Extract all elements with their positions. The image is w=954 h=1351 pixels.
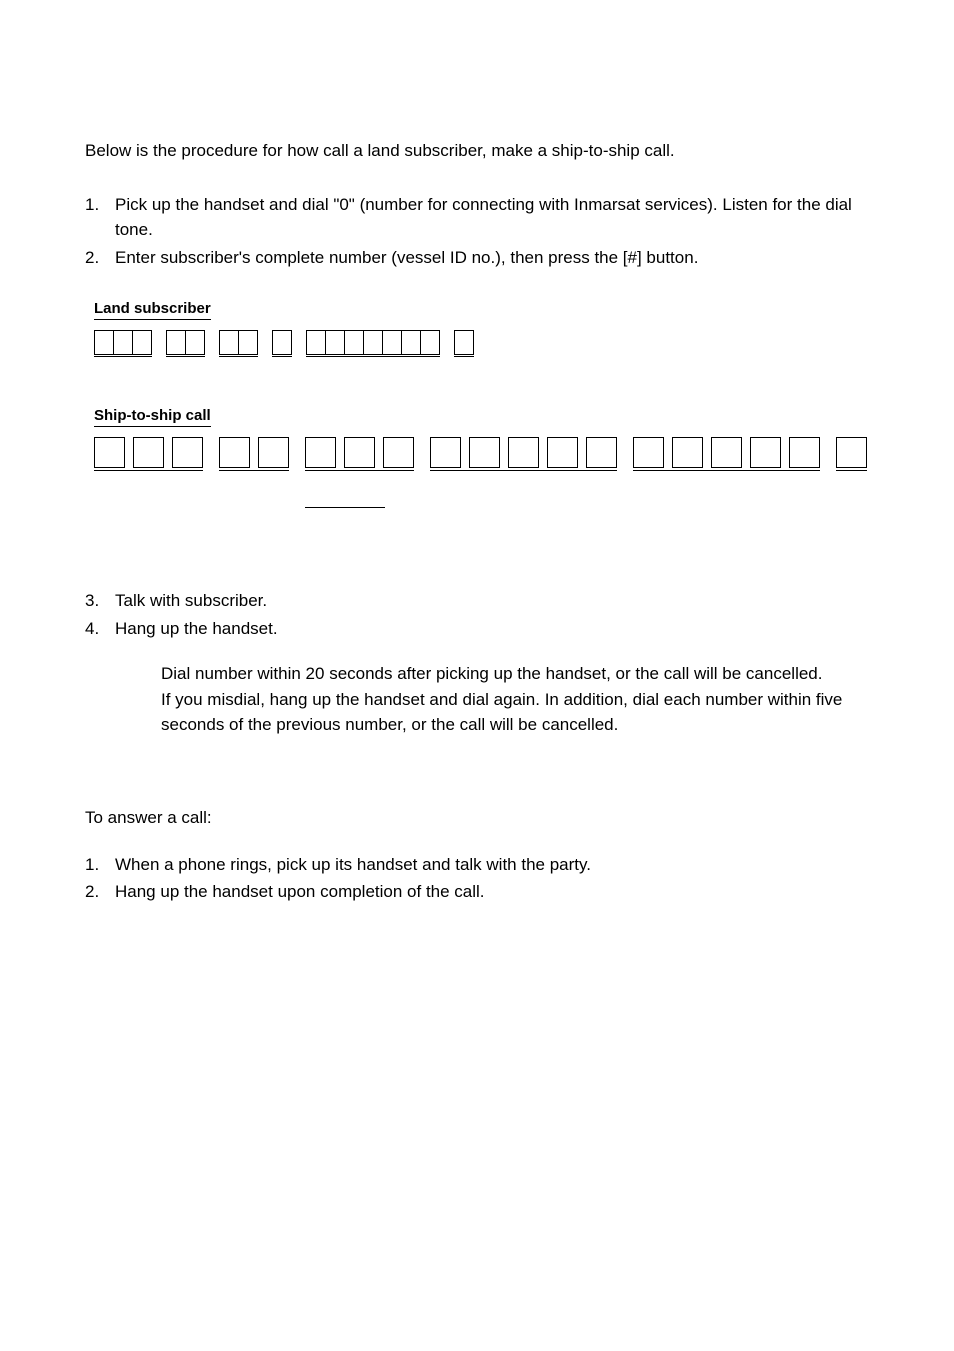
digit-box[interactable] [836, 437, 867, 468]
box-group [305, 437, 414, 471]
ship-to-ship-label: Ship-to-ship call [94, 407, 211, 427]
digit-box[interactable] [469, 437, 500, 468]
divider-line [305, 507, 385, 508]
list-item: 4. Hang up the handset. [85, 616, 869, 642]
digit-box[interactable] [306, 330, 326, 355]
list-text: Hang up the handset upon completion of t… [115, 879, 869, 905]
box-group [836, 437, 867, 471]
digit-box[interactable] [258, 437, 289, 468]
digit-box[interactable] [238, 330, 258, 355]
list-item: 2. Hang up the handset upon completion o… [85, 879, 869, 905]
list-number: 1. [85, 852, 115, 878]
steps-list-b: 3. Talk with subscriber. 4. Hang up the … [85, 588, 869, 641]
box-group [306, 330, 440, 357]
box-group [633, 437, 820, 471]
digit-box[interactable] [94, 330, 114, 355]
box-group [454, 330, 474, 357]
list-number: 2. [85, 879, 115, 905]
digit-box[interactable] [382, 330, 402, 355]
box-group [272, 330, 292, 357]
digit-box[interactable] [363, 330, 383, 355]
digit-box[interactable] [172, 437, 203, 468]
digit-box[interactable] [219, 437, 250, 468]
digit-box[interactable] [94, 437, 125, 468]
box-group [166, 330, 205, 357]
box-group [94, 437, 203, 471]
digit-box[interactable] [420, 330, 440, 355]
list-text: Hang up the handset. [115, 616, 869, 642]
list-number: 3. [85, 588, 115, 614]
digit-box[interactable] [166, 330, 186, 355]
digit-box[interactable] [750, 437, 781, 468]
digit-box[interactable] [325, 330, 345, 355]
steps-list-a: 1. Pick up the handset and dial "0" (num… [85, 192, 869, 271]
note-line: If you misdial, hang up the handset and … [161, 687, 869, 738]
ship-to-ship-boxes [94, 437, 869, 471]
notes-block: Dial number within 20 seconds after pick… [161, 661, 869, 738]
digit-box[interactable] [113, 330, 133, 355]
digit-box[interactable] [219, 330, 239, 355]
list-text: Enter subscriber's complete number (vess… [115, 245, 869, 271]
answer-heading: To answer a call: [85, 808, 869, 828]
digit-box[interactable] [508, 437, 539, 468]
digit-box[interactable] [344, 437, 375, 468]
list-number: 4. [85, 616, 115, 642]
digit-box[interactable] [454, 330, 474, 355]
digit-box[interactable] [547, 437, 578, 468]
digit-box[interactable] [672, 437, 703, 468]
list-item: 1. When a phone rings, pick up its hands… [85, 852, 869, 878]
box-group [94, 330, 152, 357]
intro-text: Below is the procedure for how call a la… [85, 138, 869, 164]
land-subscriber-label: Land subscriber [94, 300, 211, 320]
land-subscriber-boxes [94, 330, 869, 357]
list-number: 2. [85, 245, 115, 271]
digit-box[interactable] [344, 330, 364, 355]
list-text: Pick up the handset and dial "0" (number… [115, 192, 869, 243]
digit-box[interactable] [711, 437, 742, 468]
digit-box[interactable] [133, 437, 164, 468]
digit-box[interactable] [132, 330, 152, 355]
digit-box[interactable] [305, 437, 336, 468]
page: Below is the procedure for how call a la… [0, 0, 954, 967]
list-text: Talk with subscriber. [115, 588, 869, 614]
list-text: When a phone rings, pick up its handset … [115, 852, 869, 878]
list-item: 3. Talk with subscriber. [85, 588, 869, 614]
digit-box[interactable] [401, 330, 421, 355]
list-item: 2. Enter subscriber's complete number (v… [85, 245, 869, 271]
list-item: 1. Pick up the handset and dial "0" (num… [85, 192, 869, 243]
digit-box[interactable] [789, 437, 820, 468]
box-group [219, 330, 258, 357]
note-line: Dial number within 20 seconds after pick… [161, 661, 869, 687]
digit-box[interactable] [586, 437, 617, 468]
box-group [430, 437, 617, 471]
list-number: 1. [85, 192, 115, 243]
box-group [219, 437, 289, 471]
digit-box[interactable] [185, 330, 205, 355]
digit-box[interactable] [383, 437, 414, 468]
digit-box[interactable] [430, 437, 461, 468]
digit-box[interactable] [272, 330, 292, 355]
digit-box[interactable] [633, 437, 664, 468]
steps-list-c: 1. When a phone rings, pick up its hands… [85, 852, 869, 905]
